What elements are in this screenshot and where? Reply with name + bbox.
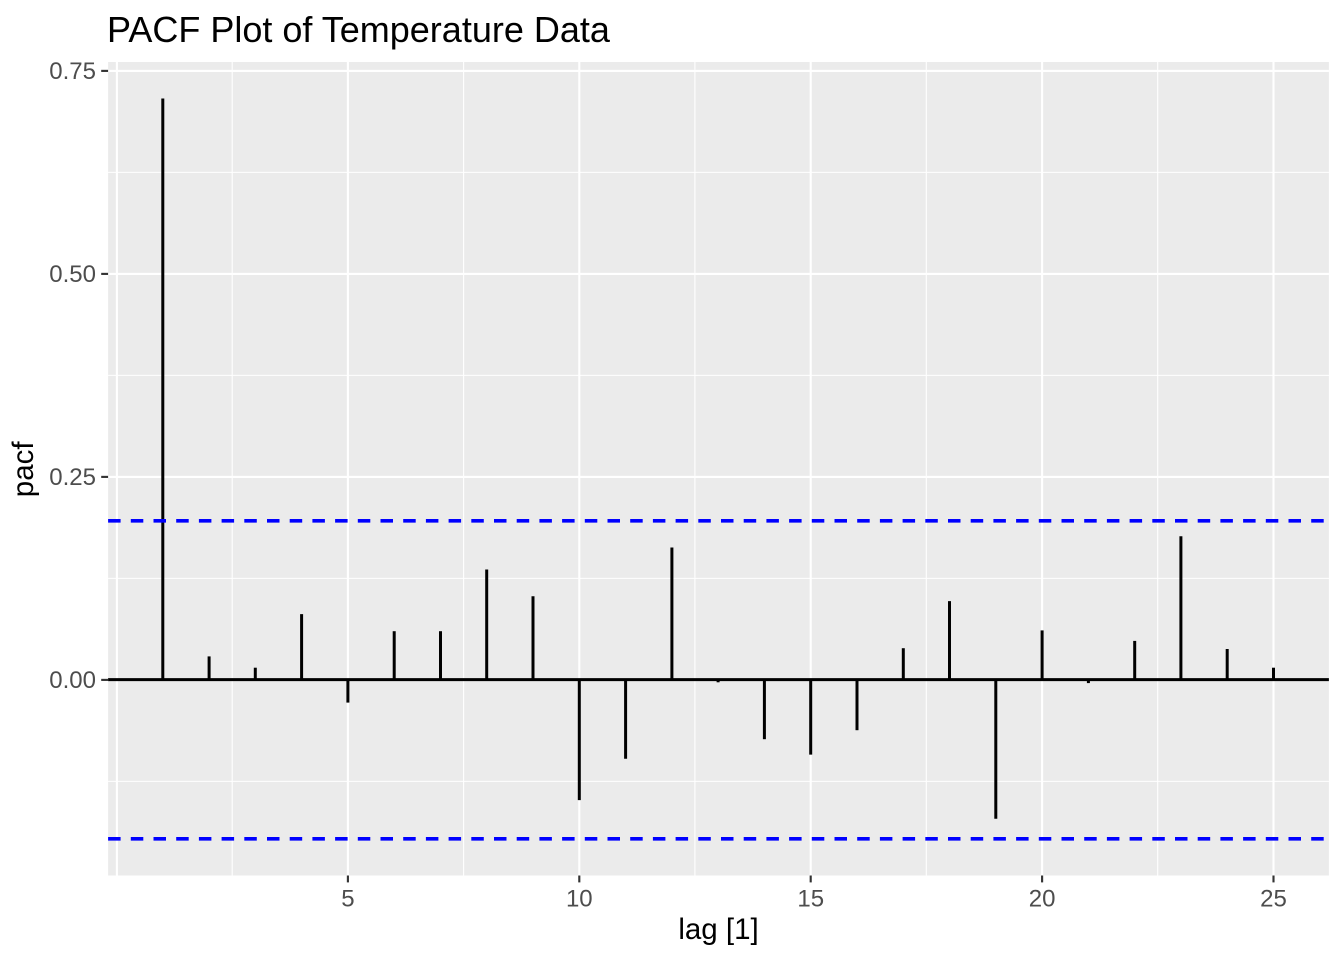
svg-text:5: 5 (341, 886, 354, 913)
svg-text:0.00: 0.00 (49, 667, 96, 694)
svg-text:0.75: 0.75 (49, 58, 96, 85)
svg-text:25: 25 (1260, 886, 1287, 913)
svg-text:0.50: 0.50 (49, 261, 96, 288)
svg-text:15: 15 (797, 886, 824, 913)
svg-text:0.25: 0.25 (49, 464, 96, 491)
svg-text:lag [1]: lag [1] (678, 913, 758, 946)
svg-text:10: 10 (566, 886, 593, 913)
svg-text:20: 20 (1029, 886, 1056, 913)
svg-text:pacf: pacf (7, 441, 40, 498)
svg-text:PACF Plot of Temperature Data: PACF Plot of Temperature Data (107, 9, 611, 50)
